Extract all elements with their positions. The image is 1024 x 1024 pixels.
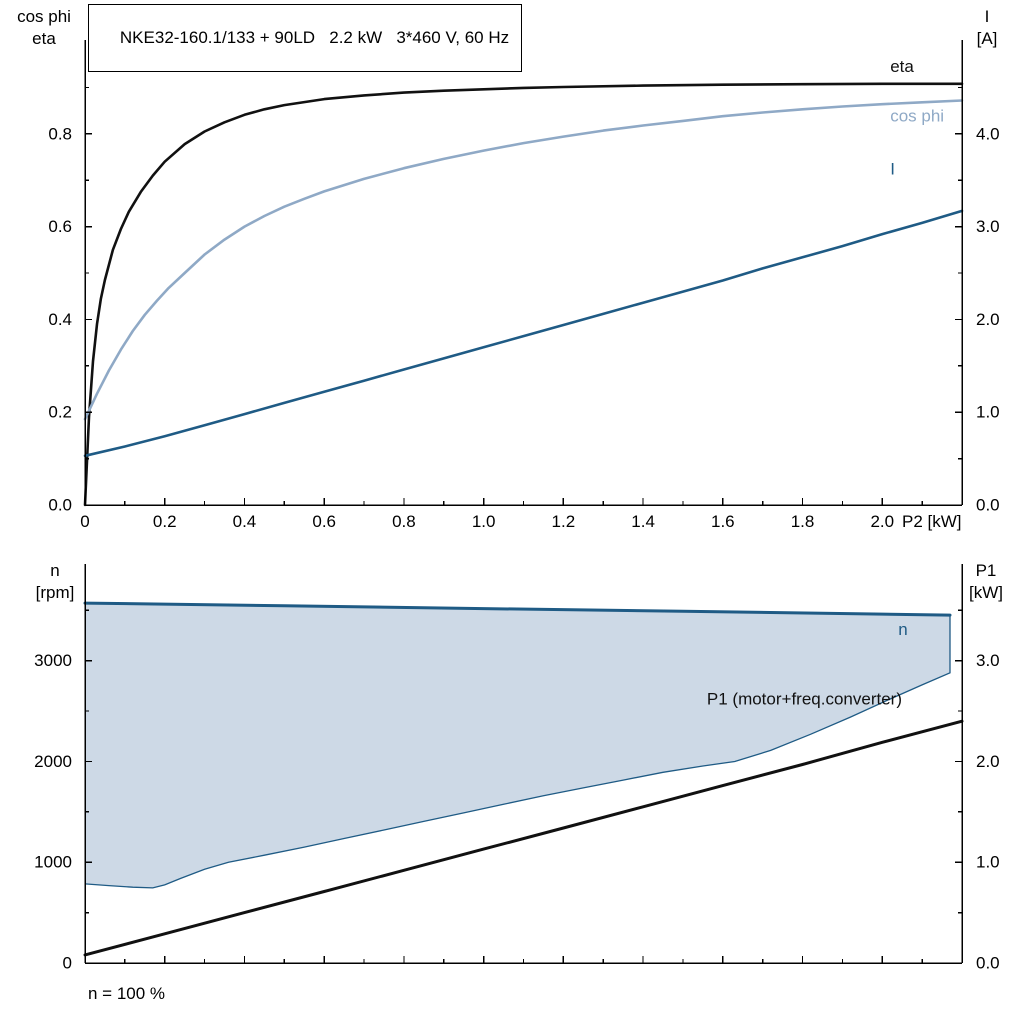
y-left-tick-label: 0.8 [48, 124, 72, 143]
axis-title-speed: n [50, 561, 60, 580]
y-left-tick-label: 2000 [34, 752, 72, 771]
axis-title-cos-phi: cos phi [17, 7, 71, 26]
series-current-label: I [890, 160, 895, 179]
series-p1-line [83, 719, 964, 957]
axis-title-eta: eta [32, 29, 56, 48]
y-right-tick-label: 1.0 [976, 403, 1000, 422]
curve-title: NKE32-160.1/133 + 90LD 2.2 kW 3*460 V, 6… [119, 28, 510, 47]
x-tick-label: 0 [80, 512, 89, 531]
upper-right-axis-title: I [A] [954, 6, 1020, 50]
x-tick-label: 0.2 [153, 512, 177, 531]
y-right-tick-label: 0.0 [976, 496, 1000, 515]
y-left-tick-label: 0.0 [48, 496, 72, 515]
speed-control-range-area [85, 603, 950, 888]
x-tick-label: 2.0 [870, 512, 894, 531]
x-tick-label: 1.0 [472, 512, 496, 531]
lower-left-axis-title: n [rpm] [10, 560, 100, 604]
series-p1-label: P1 (motor+freq.converter) [707, 690, 902, 709]
y-right-tick-label: 2.0 [976, 752, 1000, 771]
y-left-tick-label: 0.6 [48, 217, 72, 236]
y-right-tick-label: 0.0 [976, 954, 1000, 973]
x-tick-label: 1.2 [552, 512, 576, 531]
x-tick-label: 1.6 [711, 512, 735, 531]
axis-title-p1-unit: [kW] [969, 583, 1003, 602]
y-left-tick-label: 0.2 [48, 403, 72, 422]
x-tick-label: 0.4 [233, 512, 257, 531]
series-eta-label: eta [890, 57, 914, 76]
series-cos-phi-label: cos phi [890, 107, 944, 126]
axis-title-p1: P1 [975, 561, 997, 580]
series-current-line [83, 209, 964, 458]
series-n-line [83, 601, 952, 617]
series-eta-line [83, 82, 964, 507]
x-tick-label: 0.6 [312, 512, 336, 531]
speed-control-range-edge [84, 615, 951, 889]
chart-area-1: n P1 (motor+freq.converter) 0 1000 2000 3000 0… [34, 564, 1000, 973]
y-right-tick-label: 4.0 [976, 124, 1000, 143]
y-right-tick-label: 1.0 [976, 853, 1000, 872]
y-right-tick-label: 2.0 [976, 310, 1000, 329]
series-n-label: n [898, 620, 907, 639]
axis-title-current-unit: [A] [976, 29, 998, 48]
x-tick-label: 0.8 [392, 512, 416, 531]
chart-area-0: eta cos phi I 0 0.2 0.4 0.6 0.8 1.0 1.2 1.4 1.6 1.8 2… [48, 40, 1000, 531]
y-right-tick-label: 3.0 [976, 217, 1000, 236]
x-tick-label: 1.4 [631, 512, 655, 531]
series-cos-phi-line [83, 99, 964, 421]
y-left-tick-label: 3000 [34, 651, 72, 670]
x-tick-label: 1.8 [791, 512, 815, 531]
speed-note: n = 100 % [88, 984, 166, 1003]
axis-title-speed-unit: [rpm] [35, 583, 75, 602]
y-right-tick-label: 3.0 [976, 651, 1000, 670]
y-left-tick-label: 0.4 [48, 310, 72, 329]
curve-title-box: NKE32-160.1/133 + 90LD 2.2 kW 3*460 V, 6… [88, 4, 523, 72]
axis-title-current: I [984, 7, 990, 26]
upper-left-axis-title: cos phi eta [4, 6, 84, 50]
x-axis-label: P2 [kW] [902, 512, 962, 531]
lower-right-axis-title: P1 [kW] [952, 560, 1020, 604]
y-left-tick-label: 1000 [34, 853, 72, 872]
y-left-tick-label: 0 [63, 954, 72, 973]
